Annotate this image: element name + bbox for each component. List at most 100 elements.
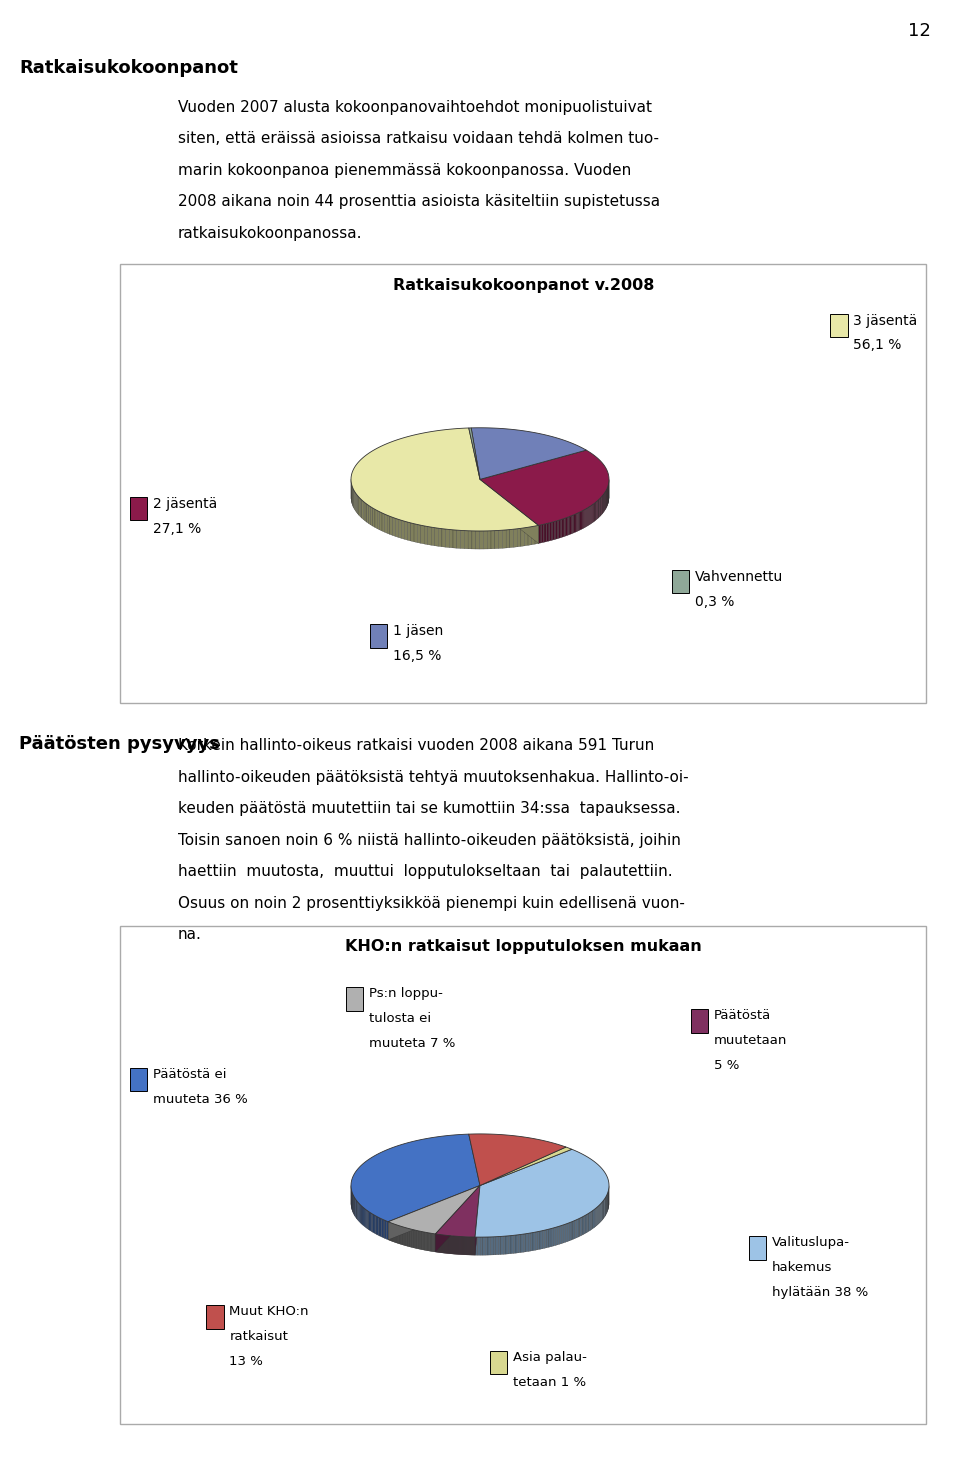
Polygon shape (388, 1185, 480, 1234)
Polygon shape (536, 1232, 538, 1250)
Polygon shape (556, 520, 557, 539)
Polygon shape (571, 516, 572, 533)
Polygon shape (369, 1212, 370, 1231)
Polygon shape (501, 1236, 503, 1254)
Polygon shape (555, 1226, 558, 1245)
Polygon shape (361, 1206, 362, 1225)
Polygon shape (596, 1207, 597, 1226)
Polygon shape (506, 1236, 509, 1254)
Polygon shape (372, 508, 375, 527)
Polygon shape (436, 1185, 480, 1253)
Polygon shape (569, 1222, 571, 1241)
Polygon shape (435, 527, 439, 546)
Polygon shape (486, 1236, 488, 1256)
Polygon shape (375, 510, 377, 529)
Polygon shape (523, 1234, 526, 1253)
Polygon shape (574, 514, 575, 533)
Polygon shape (375, 1216, 377, 1235)
Polygon shape (521, 527, 524, 546)
Text: haettiin  muutosta,  muuttui  lopputulokseltaan  tai  palautettiin.: haettiin muutosta, muuttui lopputuloksel… (178, 864, 672, 879)
Polygon shape (475, 1149, 609, 1236)
Polygon shape (510, 529, 514, 548)
Text: 3 jäsentä: 3 jäsentä (853, 314, 918, 328)
Polygon shape (480, 1147, 572, 1185)
Polygon shape (480, 479, 539, 544)
Polygon shape (393, 517, 396, 536)
Polygon shape (365, 502, 367, 522)
Polygon shape (351, 428, 539, 530)
Polygon shape (360, 498, 362, 519)
Polygon shape (385, 514, 387, 533)
Polygon shape (573, 1220, 575, 1239)
Polygon shape (364, 1209, 365, 1228)
Polygon shape (551, 1228, 553, 1247)
Text: 0,3 %: 0,3 % (695, 595, 734, 609)
Polygon shape (575, 1220, 576, 1238)
Text: Toisin sanoen noin 6 % niistä hallinto-oikeuden päätöksistä, joihin: Toisin sanoen noin 6 % niistä hallinto-o… (178, 832, 681, 848)
Polygon shape (583, 1216, 585, 1235)
Polygon shape (385, 1220, 387, 1239)
Polygon shape (480, 1236, 483, 1256)
Polygon shape (597, 1206, 598, 1225)
Polygon shape (509, 1235, 511, 1254)
Text: 2 jäsentä: 2 jäsentä (153, 497, 217, 511)
Polygon shape (488, 530, 491, 549)
Polygon shape (401, 520, 404, 539)
Polygon shape (362, 500, 364, 520)
Text: hakemus: hakemus (772, 1261, 832, 1275)
Text: ratkaisukokoonpanossa.: ratkaisukokoonpanossa. (178, 226, 362, 240)
Polygon shape (372, 1214, 374, 1234)
Text: Osuus on noin 2 prosenttiyksikköä pienempi kuin edellisenä vuon-: Osuus on noin 2 prosenttiyksikköä pienem… (178, 897, 684, 911)
Polygon shape (378, 1217, 380, 1236)
Polygon shape (511, 1235, 514, 1254)
Polygon shape (371, 507, 372, 526)
Polygon shape (562, 1225, 564, 1244)
Polygon shape (565, 517, 567, 536)
Polygon shape (374, 1214, 375, 1234)
Polygon shape (457, 530, 461, 548)
Polygon shape (387, 516, 390, 535)
Polygon shape (578, 1219, 580, 1236)
Polygon shape (369, 505, 371, 524)
Text: hallinto-oikeuden päätöksistä tehtyä muutoksenhakua. Hallinto-oi-: hallinto-oikeuden päätöksistä tehtyä muu… (178, 771, 688, 785)
Polygon shape (502, 530, 506, 548)
Polygon shape (585, 1214, 586, 1234)
Polygon shape (540, 524, 541, 544)
Polygon shape (436, 1185, 480, 1236)
Polygon shape (388, 1185, 480, 1239)
Text: tulosta ei: tulosta ei (369, 1012, 431, 1026)
Polygon shape (377, 1216, 378, 1235)
Text: Päätöstä: Päätöstä (714, 1009, 772, 1023)
Polygon shape (540, 1231, 542, 1250)
Polygon shape (488, 1236, 491, 1256)
Text: 1 jäsen: 1 jäsen (393, 624, 443, 639)
Polygon shape (382, 513, 385, 532)
Text: Päätösten pysyvyys: Päätösten pysyvyys (19, 735, 220, 753)
Polygon shape (564, 1225, 565, 1242)
Polygon shape (557, 520, 559, 539)
Polygon shape (364, 501, 365, 522)
Polygon shape (514, 1235, 516, 1254)
Polygon shape (411, 523, 414, 542)
Polygon shape (351, 1134, 480, 1222)
Polygon shape (526, 1234, 528, 1251)
Polygon shape (383, 1219, 385, 1238)
Polygon shape (558, 1226, 560, 1245)
Polygon shape (461, 530, 465, 549)
Polygon shape (550, 523, 551, 541)
Polygon shape (480, 530, 484, 549)
Polygon shape (453, 530, 457, 548)
Polygon shape (562, 519, 564, 538)
Polygon shape (362, 1206, 363, 1225)
Polygon shape (586, 1214, 588, 1234)
Polygon shape (571, 1222, 573, 1239)
Polygon shape (572, 514, 574, 533)
Polygon shape (545, 523, 546, 542)
Polygon shape (551, 522, 553, 541)
Polygon shape (498, 1236, 501, 1254)
Polygon shape (578, 513, 579, 532)
Polygon shape (491, 1236, 493, 1256)
Polygon shape (546, 1229, 549, 1248)
Polygon shape (356, 494, 358, 514)
Polygon shape (468, 1134, 566, 1185)
